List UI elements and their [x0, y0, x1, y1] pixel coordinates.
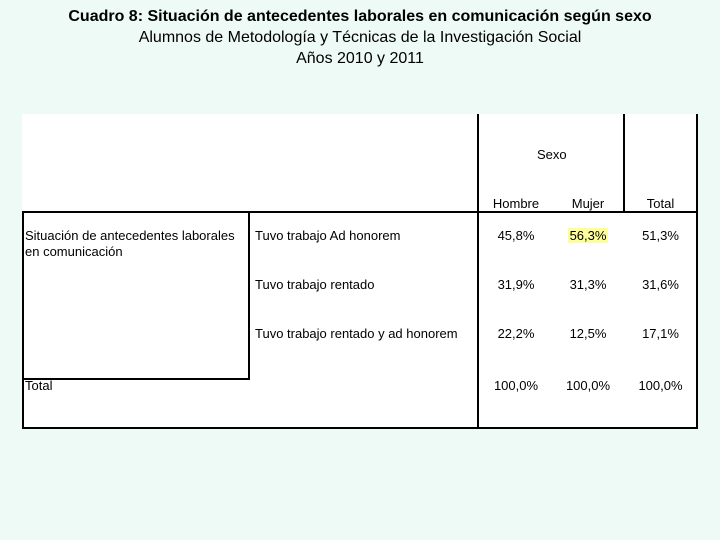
- row-label-rentado-y-ad-honorem: Tuvo trabajo rentado y ad honorem: [255, 326, 458, 341]
- table-title: Cuadro 8: Situación de antecedentes labo…: [68, 8, 652, 25]
- cell-mujer-ad-honorem: 56,3%: [553, 228, 623, 244]
- table-subtitle: Alumnos de Metodología y Técnicas de la …: [138, 29, 582, 46]
- row-label-ad-honorem: Tuvo trabajo Ad honorem: [255, 228, 401, 243]
- bottom-border: [22, 427, 698, 429]
- column-header-hombre: Hombre: [492, 196, 540, 211]
- total-separator-line: [22, 378, 250, 380]
- header-bottom-line: [22, 211, 698, 213]
- right-border: [696, 114, 698, 429]
- cell-total-rentado: 31,6%: [642, 277, 679, 292]
- title-block: Cuadro 8: Situación de antecedentes labo…: [0, 6, 720, 69]
- cell-mujer-total: 100,0%: [565, 378, 611, 393]
- cell-hombre-rentado: 31,9%: [497, 277, 535, 292]
- row-group-label-text: Situación de antecedentes laborales en c…: [25, 228, 235, 259]
- highlighted-value: 56,3%: [567, 228, 609, 243]
- header-col-line-2: [623, 114, 625, 213]
- cell-mujer-rentado-y-ad-honorem: 12,5%: [569, 326, 607, 341]
- cell-mujer-rentado: 31,3%: [569, 277, 607, 292]
- data-table: Sexo Hombre Mujer Total Situación de ant…: [22, 114, 698, 429]
- body-col-line-2: [477, 213, 479, 429]
- table-years: Años 2010 y 2011: [296, 50, 424, 67]
- column-header-total: Total: [646, 196, 675, 211]
- column-header-mujer: Mujer: [571, 196, 605, 211]
- total-row-label: Total: [25, 378, 53, 393]
- cell-hombre-total: 100,0%: [493, 378, 539, 393]
- sexo-header: Sexo: [537, 147, 567, 162]
- body-col-line-1: [248, 211, 250, 379]
- header-col-line-1: [477, 114, 479, 213]
- cell-total-rentado-y-ad-honorem: 17,1%: [642, 326, 679, 341]
- left-border: [22, 211, 24, 429]
- row-label-rentado: Tuvo trabajo rentado: [255, 277, 375, 292]
- cell-hombre-ad-honorem: 45,8%: [497, 228, 535, 243]
- cell-total-total: 100,0%: [638, 378, 683, 393]
- cell-total-ad-honorem: 51,3%: [642, 228, 679, 243]
- cell-hombre-rentado-y-ad-honorem: 22,2%: [497, 326, 535, 341]
- row-group-label: Situación de antecedentes laborales en c…: [25, 228, 235, 260]
